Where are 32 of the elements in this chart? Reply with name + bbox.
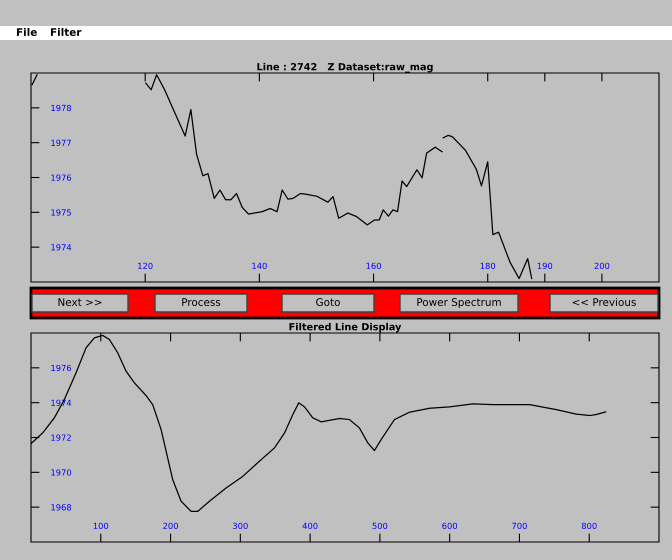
y-tick-label: 1975 [51,209,71,216]
x-tick-label: 180 [480,262,496,270]
y-tick-label: 1968 [51,504,72,510]
text: Next >> [58,298,102,306]
x-tick-label: 140 [252,262,267,270]
x-tick-label: 200 [594,262,610,270]
y-tick-label: 1977 [51,140,71,146]
x-tick-label: 800 [582,522,597,530]
text: File [16,28,37,36]
text: Goto [316,298,340,306]
x-tick-label: 100 [94,522,108,530]
y-tick-label: 1970 [51,469,72,476]
chart-title: Filtered Line Display [290,322,402,332]
x-tick-label: 700 [512,522,527,530]
x-tick-label: 200 [163,522,178,530]
x-tick-label: 190 [538,262,552,270]
text: << Previous [572,298,636,306]
y-tick-label: 1976 [51,174,72,181]
y-tick-label: 1972 [51,434,71,441]
x-tick-label: 300 [233,522,248,530]
y-tick-label: 1976 [51,364,72,372]
x-tick-label: 120 [138,262,153,270]
chart-title: Line : 2742 Z Dataset:raw_mag [257,62,433,73]
y-tick-label: 1978 [51,104,72,112]
text: Power Spectrum [417,298,501,308]
text: Filter [50,28,82,36]
x-tick-label: 400 [302,522,318,530]
x-tick-label: 500 [372,522,388,530]
text: Process [182,298,220,306]
x-tick-label: 600 [442,522,458,530]
x-tick-label: 160 [366,262,381,270]
y-tick-label: 1974 [51,244,72,250]
